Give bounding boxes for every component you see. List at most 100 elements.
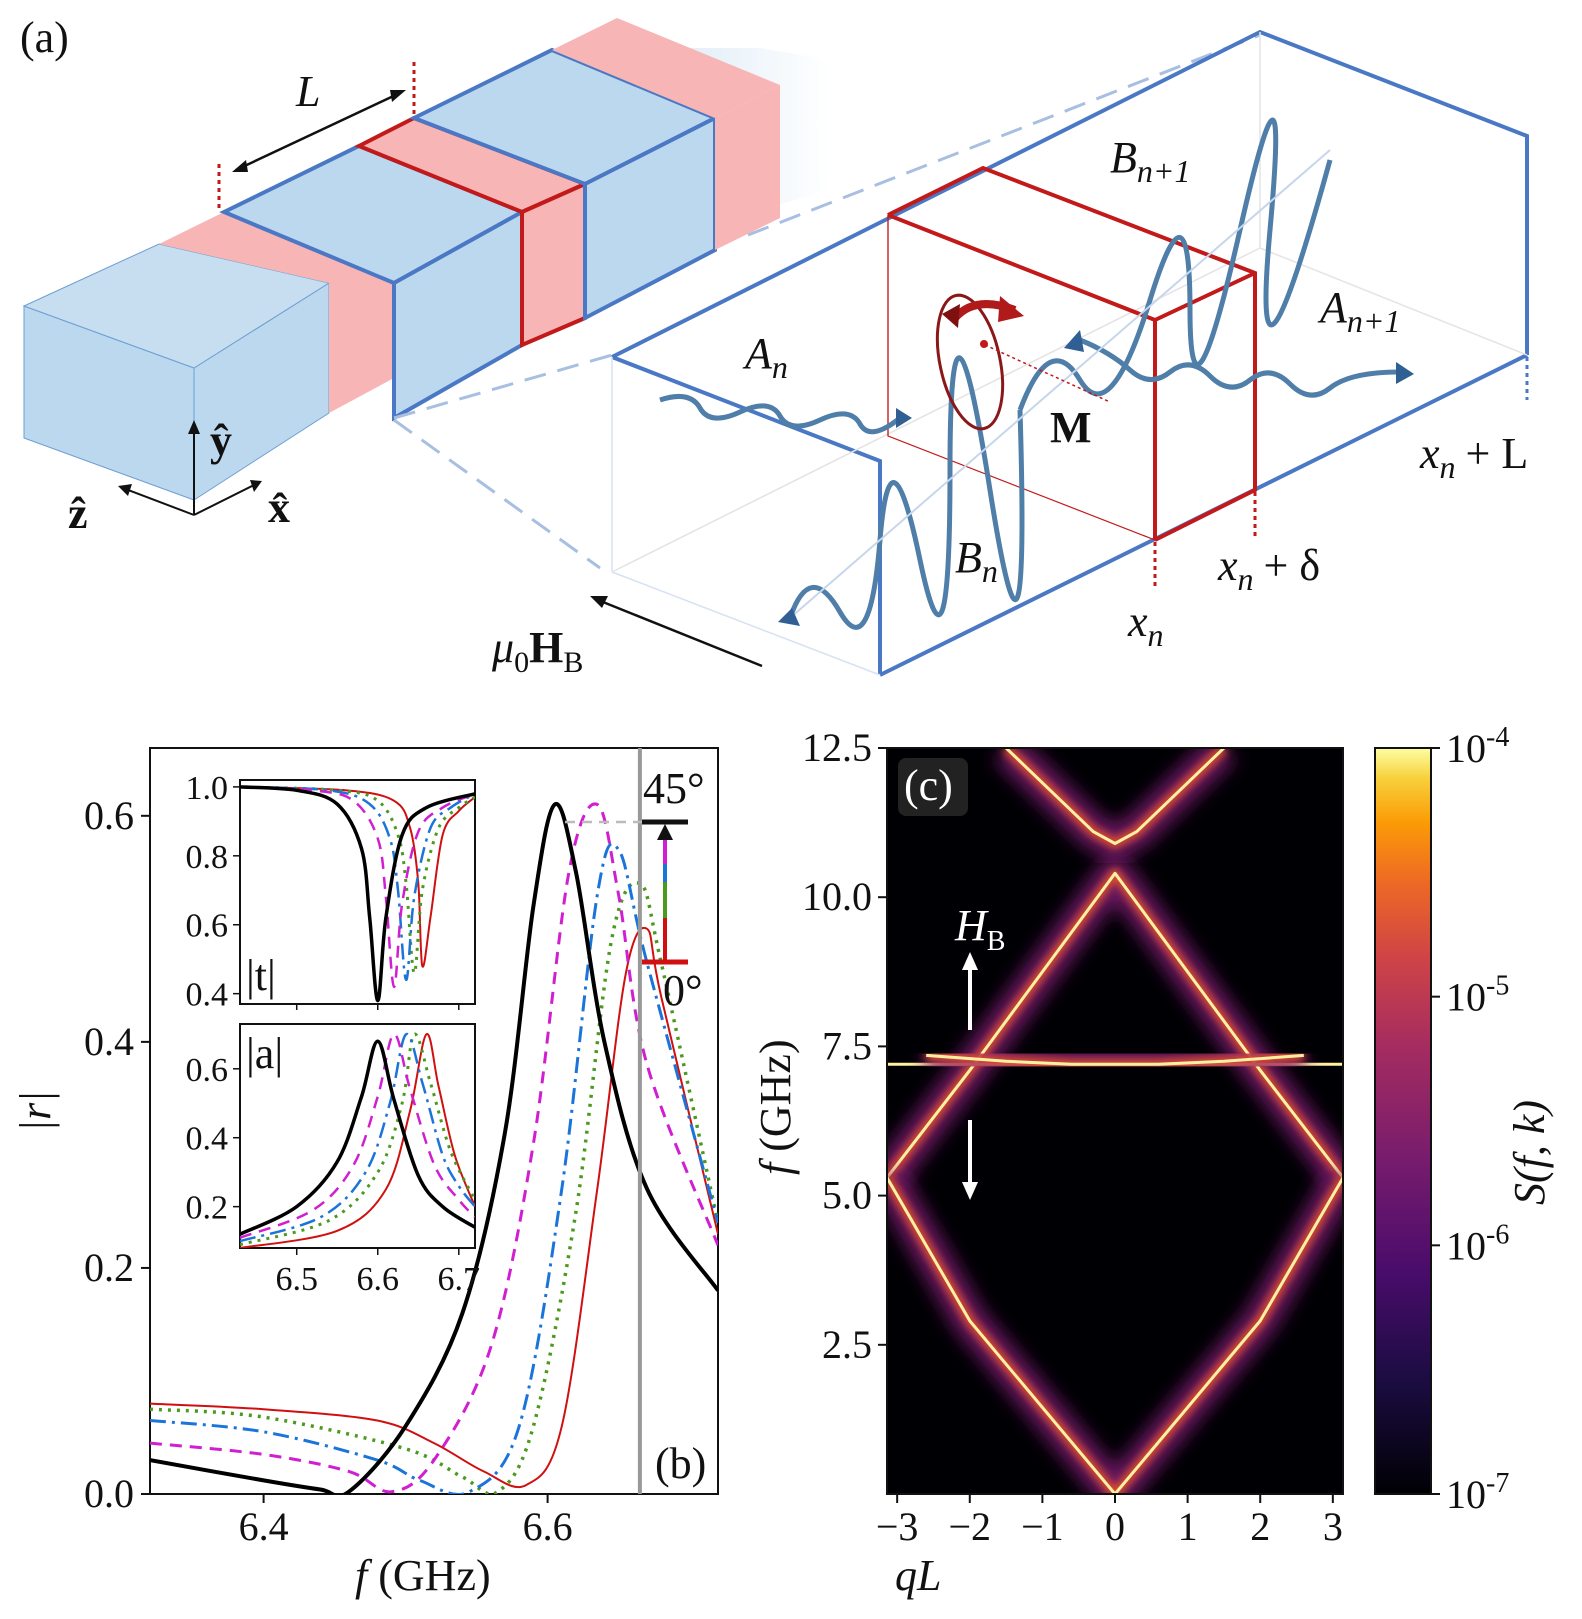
panel-b-xlabel: f (GHz) — [355, 1551, 491, 1600]
c-y-tick-label: 10.0 — [802, 874, 872, 919]
inset-t-ticks: 0.4 0.6 0.8 1.0 — [186, 770, 460, 1014]
layer-1-side — [329, 250, 394, 413]
zoomed-unit-cell — [611, 29, 1529, 677]
label-xn-delta: xn + δ — [1217, 541, 1320, 597]
series-line — [240, 785, 475, 975]
series-line — [240, 1039, 475, 1236]
series-line — [150, 801, 718, 1494]
colorbar-tick-label: 10-4 — [1446, 722, 1509, 771]
y-tick-label: 0.4 — [84, 1019, 134, 1064]
angle-top-label: 45° — [643, 764, 705, 813]
inset-a-series — [240, 1032, 475, 1248]
series-line — [240, 785, 475, 968]
precession-tip — [942, 304, 960, 328]
panel-a-label: (a) — [20, 13, 69, 62]
colorbar-tick-label: 10-6 — [1446, 1219, 1509, 1268]
c-x-tick-label: 3 — [1323, 1504, 1343, 1549]
field-up-arrowhead — [962, 952, 978, 970]
series-line — [150, 842, 718, 1494]
period-label: L — [295, 67, 320, 116]
wave-An1-tail-head — [1064, 330, 1084, 352]
inset-a-xtick-label: 6.5 — [275, 1261, 318, 1298]
label-A-n: An — [742, 329, 788, 385]
c-x-tick-label: 0 — [1105, 1504, 1125, 1549]
inset-t-ytick-label: 0.4 — [186, 977, 229, 1014]
bias-field-arrow — [597, 598, 763, 668]
band-line — [926, 1053, 1304, 1066]
layer-2-side — [520, 180, 587, 349]
series-line — [240, 785, 475, 982]
inset-a-ytick-label: 0.4 — [186, 1121, 229, 1158]
panel-c-spectrum-chart: −3 −2 −1 0 1 2 3 2.5 5.0 7.5 10.0 12.5 (c) HB qL f … — [751, 722, 1554, 1600]
c-x-tick-label: 1 — [1178, 1504, 1198, 1549]
y-axis-label: ŷ — [210, 416, 232, 465]
series-line — [240, 1033, 475, 1239]
label-xn: xn — [1127, 597, 1164, 653]
field-down-arrowhead — [962, 1182, 978, 1200]
band-line — [1005, 748, 1225, 845]
bias-field-arrowhead — [590, 596, 608, 608]
colorbar-label: S(f, k) — [1505, 1100, 1554, 1205]
y-axis-arrowhead — [188, 420, 200, 434]
period-arrowhead-left — [232, 160, 248, 172]
colorbar-ticks: 10-4 10-5 10-6 10-7 — [1431, 722, 1509, 1517]
label-B-n: Bn — [955, 533, 998, 589]
inset-a-frame — [239, 1023, 476, 1249]
heatmap-ticks: −3 −2 −1 0 1 2 3 2.5 5.0 7.5 10.0 12.5 — [802, 725, 1343, 1549]
series-line — [240, 785, 475, 1003]
z-axis-arrowhead — [118, 484, 132, 496]
precession-center — [980, 340, 988, 348]
y-tick-label: 0.0 — [84, 1471, 134, 1516]
wave-An — [659, 393, 902, 435]
panel-b-frame — [149, 747, 719, 1495]
layer-3-side — [715, 85, 780, 250]
c-x-tick-label: 2 — [1250, 1504, 1270, 1549]
series-line — [240, 1033, 475, 1243]
x-axis-arrow — [193, 483, 257, 516]
panel-b-reflection-chart: 6.4 6.6 0.0 0.2 0.4 0.6 (b) f (GHz) |r| 45° 0… — [11, 747, 719, 1600]
x-axis-arrowhead — [250, 480, 262, 492]
panel-b-series — [150, 748, 718, 1494]
angle-arrowhead — [657, 824, 673, 840]
field-label: HB — [954, 901, 1005, 957]
x-axis-label: x̂ — [268, 483, 290, 532]
wave-Bn1 — [1017, 117, 1333, 411]
inset-t-frame — [239, 779, 476, 1005]
colorbar-tick-label: 10-7 — [1446, 1468, 1509, 1517]
y-tick-label: 0.2 — [84, 1245, 134, 1290]
panel-c-ylabel: f (GHz) — [751, 1039, 800, 1175]
label-B-n1: Bn+1 — [1110, 133, 1190, 189]
c-y-tick-label: 5.0 — [822, 1173, 872, 1218]
series-line — [240, 1033, 475, 1248]
inset-a-ticks: 0.2 0.4 0.6 6.5 6.6 6.7 — [186, 1052, 481, 1298]
x-tick-label: 6.4 — [239, 1504, 289, 1549]
inset-a-ytick-label: 0.2 — [186, 1190, 229, 1227]
wave-Bn-head — [778, 608, 800, 626]
magnetization-precession — [935, 293, 1111, 431]
zoom-line-bottom — [393, 418, 601, 570]
wave-An-head — [896, 408, 912, 428]
inset-t-label: |t| — [246, 951, 276, 1000]
heatmap-bands — [887, 748, 1343, 1494]
colorbar — [1374, 747, 1432, 1495]
magnetization-vector — [984, 344, 1111, 403]
cell-hidden-edge-5 — [1259, 247, 1528, 356]
zoom-line-top — [747, 33, 1261, 237]
band-line — [887, 871, 1343, 1179]
inset-a-label: |a| — [246, 1029, 283, 1078]
panel-b-label: (b) — [655, 1439, 706, 1488]
label-xn-L: xn + L — [1419, 429, 1528, 485]
wave-Bn — [787, 355, 1025, 630]
inset-t-ytick-label: 1.0 — [186, 770, 229, 807]
wave-An1-head — [1396, 362, 1414, 384]
c-x-tick-label: −3 — [876, 1504, 919, 1549]
period-arrowhead-right — [390, 90, 406, 102]
angle-scale: 45° 0° — [565, 764, 705, 1015]
c-x-tick-label: −2 — [948, 1504, 991, 1549]
c-y-tick-label: 7.5 — [822, 1023, 872, 1068]
series-line — [150, 926, 718, 1489]
panel-c-label: (c) — [904, 761, 953, 810]
precession-cone — [935, 293, 1005, 431]
inset-a-ytick-label: 0.6 — [186, 1052, 229, 1089]
